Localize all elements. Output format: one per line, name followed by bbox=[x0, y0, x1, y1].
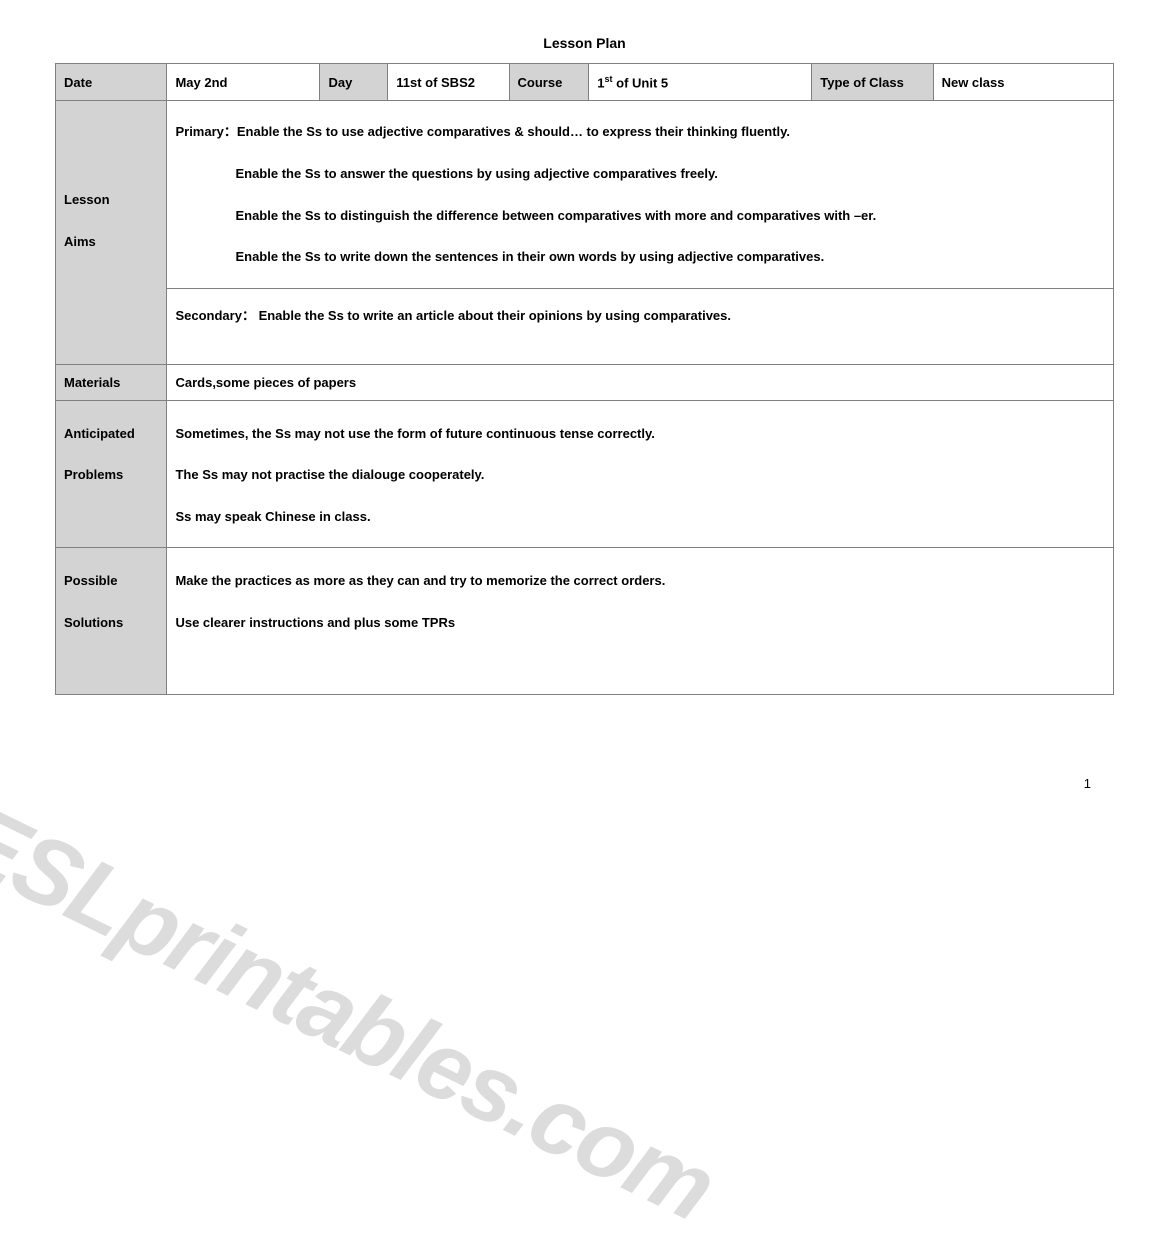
solutions-content: Make the practices as more as they can a… bbox=[167, 548, 1114, 694]
page-number: 1 bbox=[1084, 776, 1091, 791]
type-label: Type of Class bbox=[812, 64, 933, 101]
materials-value: Cards,some pieces of papers bbox=[167, 364, 1114, 400]
date-value: May 2nd bbox=[167, 64, 320, 101]
materials-label: Materials bbox=[56, 364, 167, 400]
problems-content: Sometimes, the Ss may not use the form o… bbox=[167, 400, 1114, 548]
lesson-plan-table: Date May 2nd Day 11st of SBS2 Course 1st… bbox=[55, 63, 1114, 695]
page-container: Lesson Plan Date May 2nd Day 11st of SBS… bbox=[0, 0, 1169, 695]
document-title: Lesson Plan bbox=[55, 35, 1114, 51]
aims-secondary-content: Secondary： Enable the Ss to write an art… bbox=[167, 288, 1114, 364]
materials-row: Materials Cards,some pieces of papers bbox=[56, 364, 1114, 400]
aims-label: Lesson Aims bbox=[56, 101, 167, 364]
aims-secondary-row: Secondary： Enable the Ss to write an art… bbox=[56, 288, 1114, 364]
problems-label: Anticipated Problems bbox=[56, 400, 167, 548]
day-label: Day bbox=[320, 64, 388, 101]
course-value: 1st of Unit 5 bbox=[589, 64, 812, 101]
header-row: Date May 2nd Day 11st of SBS2 Course 1st… bbox=[56, 64, 1114, 101]
date-label: Date bbox=[56, 64, 167, 101]
aims-primary-content: Primary：Enable the Ss to use adjective c… bbox=[167, 101, 1114, 288]
course-label: Course bbox=[509, 64, 589, 101]
solutions-label: Possible Solutions bbox=[56, 548, 167, 694]
type-value: New class bbox=[933, 64, 1113, 101]
watermark: ESLprintables.com bbox=[0, 783, 731, 1243]
day-value: 11st of SBS2 bbox=[388, 64, 509, 101]
problems-row: Anticipated Problems Sometimes, the Ss m… bbox=[56, 400, 1114, 548]
solutions-row: Possible Solutions Make the practices as… bbox=[56, 548, 1114, 694]
aims-primary-row: Lesson Aims Primary：Enable the Ss to use… bbox=[56, 101, 1114, 288]
